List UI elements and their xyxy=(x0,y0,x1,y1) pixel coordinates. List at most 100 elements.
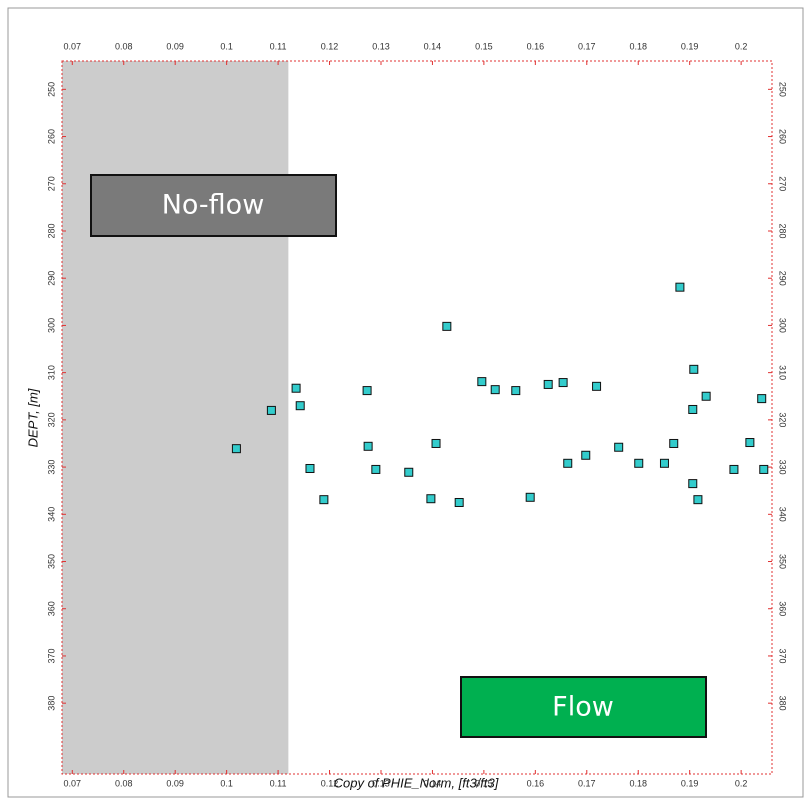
y-tick-label: 260 xyxy=(46,129,56,144)
point xyxy=(477,377,487,387)
x-tick-label: 0.08 xyxy=(115,41,133,51)
point xyxy=(454,497,464,507)
x-tick-label: 0.13 xyxy=(372,778,390,788)
y-tick-label: 380 xyxy=(46,696,56,711)
x-tick-label: 0.1 xyxy=(220,778,233,788)
x-tick-label: 0.11 xyxy=(270,778,287,788)
point xyxy=(558,378,568,388)
no-flow-label: No-flow xyxy=(162,190,265,221)
point xyxy=(404,467,414,477)
point xyxy=(291,383,301,393)
x-tick-label: 0.17 xyxy=(578,41,596,51)
point xyxy=(675,282,685,292)
y-tick-label: 310 xyxy=(778,365,788,380)
plot-border xyxy=(61,60,773,775)
x-tick-label: 0.16 xyxy=(527,41,545,51)
point xyxy=(525,492,535,502)
y-tick-label: 350 xyxy=(46,554,56,569)
x-tick-label: 0.14 xyxy=(424,778,442,788)
y-tick-label: 340 xyxy=(46,507,56,522)
point xyxy=(319,495,329,505)
x-tick-label: 0.07 xyxy=(64,41,82,51)
point xyxy=(729,464,739,474)
x-tick-label: 0.08 xyxy=(115,778,133,788)
x-tick-label: 0.12 xyxy=(321,778,339,788)
x-tick-label: 0.1 xyxy=(220,41,233,51)
no-flow-box xyxy=(90,174,337,237)
point xyxy=(431,438,441,448)
point xyxy=(701,391,711,401)
point xyxy=(490,385,500,395)
x-tick-label: 0.18 xyxy=(629,41,647,51)
x-tick-label: 0.15 xyxy=(475,41,493,51)
point xyxy=(689,364,699,374)
x-tick-label: 0.18 xyxy=(629,778,647,788)
point xyxy=(759,464,769,474)
point xyxy=(659,458,669,468)
point xyxy=(426,494,436,504)
y-tick-label: 250 xyxy=(46,82,56,97)
point xyxy=(757,394,767,404)
y-tick-label: 350 xyxy=(778,554,788,569)
x-tick-label: 0.07 xyxy=(64,778,82,788)
point xyxy=(745,438,755,448)
x-tick-label: 0.15 xyxy=(475,778,493,788)
x-tick-label: 0.19 xyxy=(681,778,699,788)
x-axis-title: Copy of PHIE_Norm, [ft3/ft3] xyxy=(334,775,499,790)
point xyxy=(688,479,698,489)
y-tick-label: 330 xyxy=(46,460,56,475)
x-tick-label: 0.17 xyxy=(578,778,596,788)
y-tick-label: 280 xyxy=(46,223,56,238)
y-tick-label: 270 xyxy=(778,176,788,191)
flow-box xyxy=(460,676,707,738)
y-tick-label: 320 xyxy=(778,412,788,427)
y-tick-label: 380 xyxy=(778,696,788,711)
x-tick-label: 0.14 xyxy=(424,41,442,51)
point xyxy=(362,386,372,396)
x-tick-label: 0.11 xyxy=(270,41,287,51)
point xyxy=(634,458,644,468)
no-flow-region xyxy=(62,61,289,774)
point xyxy=(543,379,553,389)
point xyxy=(581,450,591,460)
point xyxy=(266,405,276,415)
point xyxy=(231,444,241,454)
point xyxy=(371,464,381,474)
point xyxy=(442,321,452,331)
point xyxy=(669,438,679,448)
y-tick-label: 300 xyxy=(46,318,56,333)
x-tick-label: 0.16 xyxy=(527,778,545,788)
y-tick-label: 330 xyxy=(778,460,788,475)
point xyxy=(363,441,373,451)
y-tick-label: 260 xyxy=(778,129,788,144)
y-tick-label: 320 xyxy=(46,412,56,427)
point xyxy=(563,458,573,468)
y-tick-label: 360 xyxy=(778,601,788,616)
x-tick-label: 0.09 xyxy=(166,778,184,788)
point xyxy=(693,495,703,505)
x-tick-label: 0.2 xyxy=(735,778,748,788)
y-tick-label: 270 xyxy=(46,176,56,191)
y-tick-label: 370 xyxy=(46,648,56,663)
point xyxy=(688,404,698,414)
y-tick-label: 300 xyxy=(778,318,788,333)
point xyxy=(592,381,602,391)
x-tick-label: 0.2 xyxy=(735,41,748,51)
x-tick-label: 0.09 xyxy=(166,41,184,51)
y-axis-title: DEPT, [m] xyxy=(25,388,40,447)
y-tick-label: 340 xyxy=(778,507,788,522)
y-tick-label: 310 xyxy=(46,365,56,380)
y-tick-label: 280 xyxy=(778,223,788,238)
y-tick-label: 290 xyxy=(46,271,56,286)
flow-label: Flow xyxy=(552,692,614,723)
y-tick-label: 360 xyxy=(46,601,56,616)
point xyxy=(511,386,521,396)
y-tick-label: 370 xyxy=(778,648,788,663)
x-tick-label: 0.13 xyxy=(372,41,390,51)
y-tick-label: 290 xyxy=(778,271,788,286)
x-tick-label: 0.19 xyxy=(681,41,699,51)
y-tick-label: 250 xyxy=(778,82,788,97)
point xyxy=(614,442,624,452)
point xyxy=(295,401,305,411)
